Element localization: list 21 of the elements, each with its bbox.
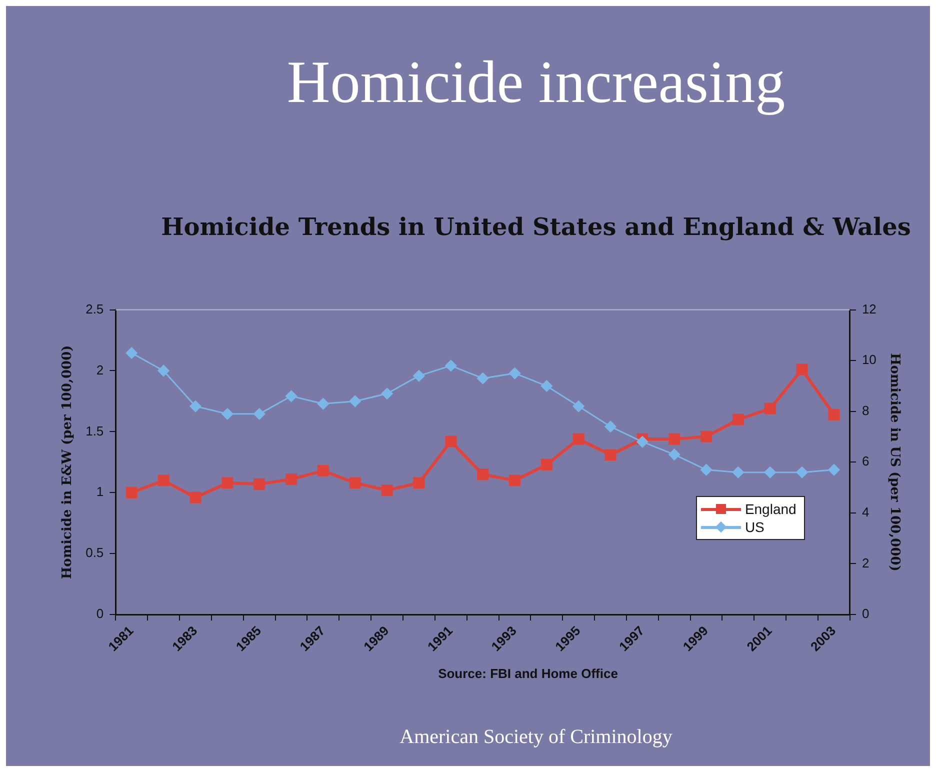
chart-subtitle: Homicide Trends in United States and England & Wales: [160, 211, 912, 243]
chart-title: Homicide increasing: [286, 48, 786, 117]
y2-tick-label: 4: [862, 504, 870, 520]
y-tick-label: 1.5: [86, 423, 104, 438]
y-axis-title: Homicide in E&W (per 100,000): [60, 345, 76, 580]
legend-label: US: [744, 518, 764, 535]
y-tick-label: 1: [96, 484, 104, 500]
y-tick-label: 2: [96, 362, 104, 378]
y2-tick-label: 2: [862, 555, 870, 570]
y2-tick-label: 0: [862, 606, 870, 622]
y2-axis-title: Homicide in US (per 100,000): [886, 352, 902, 572]
y2-tick-label: 10: [862, 352, 876, 368]
y2-tick-label: 8: [862, 402, 870, 418]
y-tick-label: 0.5: [86, 545, 104, 560]
legend-label: England: [744, 500, 796, 517]
text: American Society of Criminology: [398, 726, 674, 749]
y2-tick-label: 6: [862, 454, 870, 469]
y2-tick-label: 12: [862, 301, 876, 316]
source-note: Source: FBI and Home Office: [437, 666, 619, 681]
y-tick-label: 0: [96, 606, 104, 622]
y-tick-label: 2.5: [86, 301, 104, 316]
